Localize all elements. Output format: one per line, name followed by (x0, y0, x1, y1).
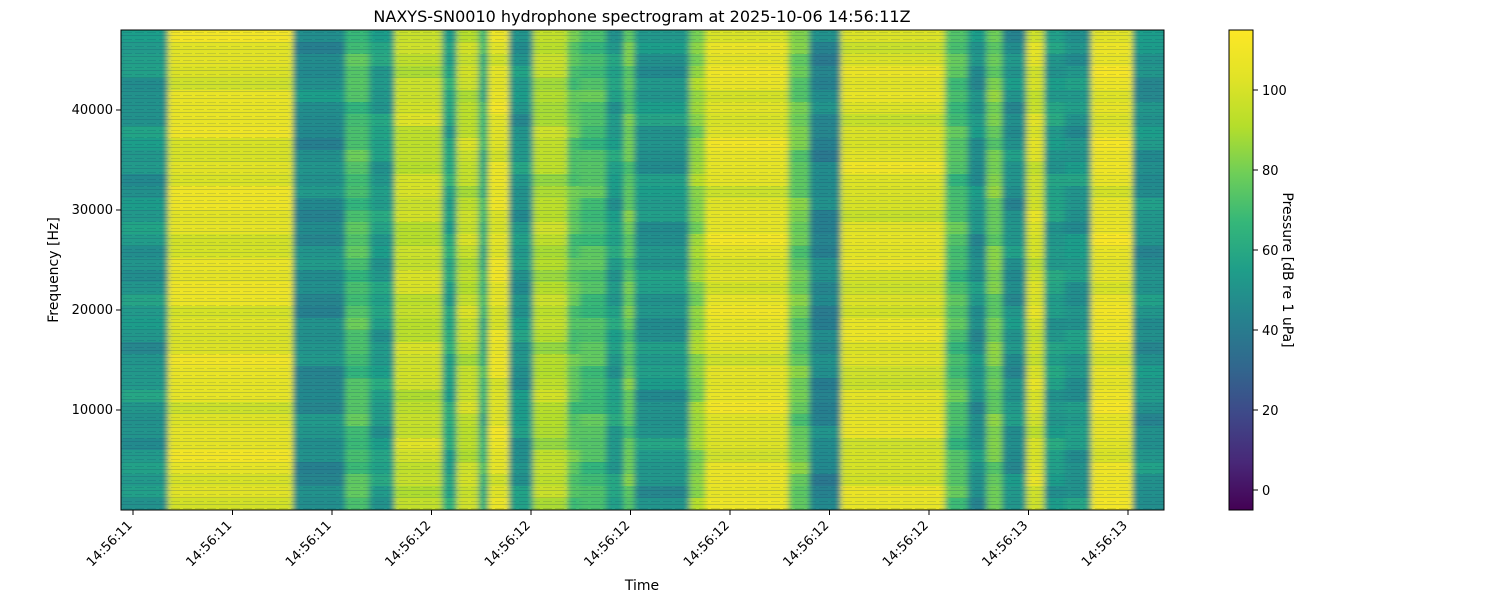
colorbar-frame (1228, 29, 1254, 511)
y-axis-label: Frequency [Hz] (46, 217, 62, 323)
y-tick-label: 30000 (72, 203, 113, 218)
x-tick-label: 14:56:11 (283, 518, 335, 570)
y-tick-label: 10000 (72, 403, 113, 418)
spectrogram-plot-area (121, 30, 1164, 510)
colorbar-ticks: 0 20 40 60 80 100 (1253, 84, 1287, 499)
frequency-streaks (121, 30, 1164, 510)
x-axis-label: Time (624, 578, 659, 594)
colorbar-tick-label: 60 (1262, 244, 1279, 259)
x-tick-label: 14:56:12 (780, 518, 832, 570)
x-tick-label: 14:56:12 (880, 518, 932, 570)
x-tick-label: 14:56:12 (681, 518, 733, 570)
y-tick-label: 20000 (72, 303, 113, 318)
chart-title: NAXYS-SN0010 hydrophone spectrogram at 2… (373, 7, 910, 26)
colorbar-tick-label: 40 (1262, 324, 1279, 339)
colorbar-tick-label: 80 (1262, 164, 1279, 179)
x-tick-label: 14:56:11 (183, 518, 235, 570)
x-tick-label: 14:56:13 (979, 518, 1031, 570)
x-tick-label: 14:56:13 (1079, 518, 1131, 570)
x-axis: 14:56:11 14:56:11 14:56:11 14:56:12 14:56:12… (84, 510, 1131, 570)
x-tick-label: 14:56:11 (84, 518, 136, 570)
colorbar: 0 20 40 60 80 100 (1228, 29, 1287, 511)
colorbar-label: Pressure [dB re 1 uPa] (1279, 192, 1295, 347)
colorbar-tick-label: 20 (1262, 404, 1279, 419)
x-tick-label: 14:56:12 (581, 518, 633, 570)
y-axis: 10000 20000 30000 40000 (72, 103, 121, 418)
colorbar-tick-label: 0 (1262, 484, 1270, 499)
x-tick-label: 14:56:12 (382, 518, 434, 570)
y-tick-label: 40000 (72, 103, 113, 118)
plot-frame (120, 29, 1165, 511)
colorbar-tick-label: 100 (1262, 84, 1287, 99)
x-tick-label: 14:56:12 (482, 518, 534, 570)
colorbar-gradient (1229, 30, 1253, 510)
